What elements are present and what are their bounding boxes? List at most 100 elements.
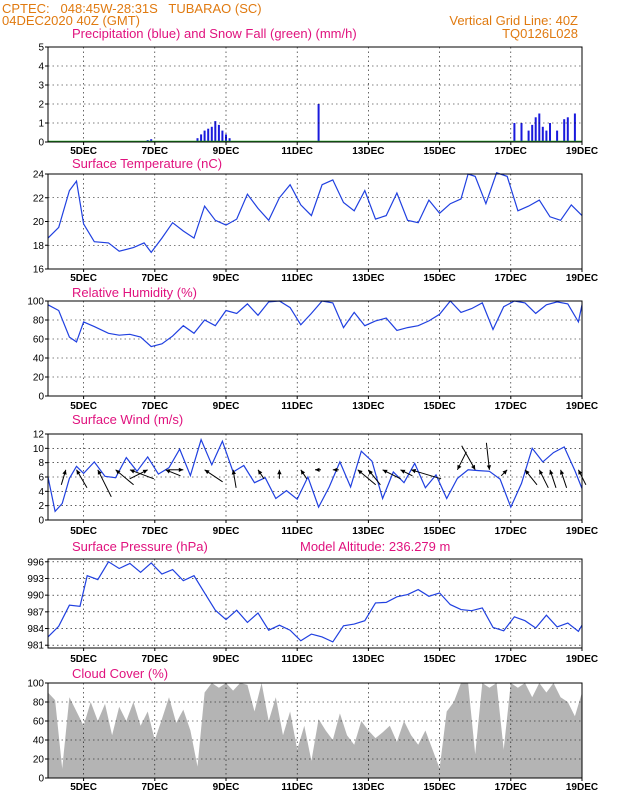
x-tick-label: 15DEC [423,401,455,412]
x-tick-label: 17DEC [495,273,527,284]
x-tick-label: 17DEC [495,401,527,412]
precip-bar [563,119,566,142]
y-tick-label: 20 [33,373,45,384]
x-tick-label: 7DEC [141,401,168,412]
wind-arrow-head [332,467,338,472]
wind-arrow-head [129,469,135,474]
wind-arrow-head [97,469,102,475]
wind-arrow-head [525,469,530,475]
pressure-panel: 981 984 987 990 993 996 5DEC 7DEC 9DEC 11DEC 13DEC… [27,557,598,665]
precip-bar [545,130,548,142]
y-tick-label: 1 [38,119,44,130]
x-tick-label: 15DEC [423,273,455,284]
x-tick-label: 19DEC [566,654,598,665]
x-tick-label: 19DEC [566,146,598,157]
x-tick-label: 19DEC [566,273,598,284]
y-tick-label: 6 [38,473,44,484]
humidity-title: Relative Humidity (%) [72,285,197,300]
wind-arrow-head [231,469,236,475]
y-tick-label: 4 [38,487,44,498]
wind-arrow-head [62,469,67,475]
wind-arrow-head [76,469,81,475]
y-tick-label: 80 [33,316,45,327]
header-model-code: TQ0126L028 [502,26,578,41]
y-tick-label: 987 [27,607,44,618]
y-tick-label: 0 [38,516,44,527]
y-tick-label: 5 [38,43,44,54]
y-tick-label: 2 [38,100,44,111]
wind-arrow-head [368,469,373,475]
y-tick-label: 2 [38,501,44,512]
wind-arrow-head [502,469,508,475]
wind-arrow-head [549,469,554,475]
wind-arrow-head [382,469,388,474]
x-tick-label: 7DEC [141,273,168,284]
cloud-title: Cloud Cover (%) [72,666,168,681]
precip-bar [556,130,559,142]
x-tick-label: 9DEC [213,782,240,793]
x-tick-label: 13DEC [352,526,384,537]
x-tick-label: 5DEC [70,401,97,412]
wind-arrow-head [277,469,282,475]
wind-arrow [461,445,476,471]
wind-arrow [410,469,442,480]
x-tick-label: 5DEC [70,782,97,793]
y-tick-label: 20 [33,755,45,766]
header-run-date: 04DEC2020 40Z (GMT) [2,13,140,28]
x-tick-label: 7DEC [141,526,168,537]
y-tick-label: 40 [33,354,45,365]
wind-arrow-head [578,469,583,475]
precip-bar [527,130,530,142]
precip-panel: 0 1 2 3 4 5 5DEC 7DEC 9DEC 11DEC 13DEC 15DEC 17DEC 19… [38,43,598,158]
x-tick-label: 19DEC [566,401,598,412]
wind-panel: 0 2 4 6 8 10 12 5DEC 7DEC 9DEC 11DEC 13DEC 15DEC 17DE… [33,430,598,538]
y-tick-label: 24 [33,170,45,181]
y-tick-label: 22 [33,193,45,204]
wind-series-line [47,437,583,513]
x-tick-label: 13DEC [352,146,384,157]
wind-arrow-head [165,469,171,474]
y-tick-label: 8 [38,458,44,469]
wind-arrow-head [486,465,492,470]
precip-bar [214,121,217,142]
x-tick-label: 11DEC [281,401,313,412]
humidity-frame [47,300,583,397]
x-tick-label: 15DEC [423,782,455,793]
x-tick-label: 19DEC [566,526,598,537]
precip-bar [207,128,210,142]
y-tick-label: 60 [33,717,45,728]
header: CPTEC: 048:45W-28:31S TUBARAO (SC) 04DEC… [2,1,578,41]
y-tick-label: 20 [33,217,45,228]
x-tick-label: 7DEC [141,654,168,665]
x-tick-label: 15DEC [423,146,455,157]
x-tick-label: 15DEC [423,526,455,537]
precip-bar [531,124,534,142]
x-tick-label: 13DEC [352,273,384,284]
y-tick-label: 0 [38,392,44,403]
x-tick-label: 9DEC [213,654,240,665]
precip-bar [196,138,199,142]
precip-bar [573,113,576,142]
wind-arrow [97,469,112,498]
precip-bar [541,126,544,142]
y-tick-label: 40 [33,736,45,747]
header-grid-note: Vertical Grid Line: 40Z [449,13,578,28]
x-tick-label: 11DEC [281,526,313,537]
precip-bar [513,123,516,142]
wind-arrow-head [411,469,417,474]
wind-arrow-head [457,464,462,470]
precip-bar [538,113,541,142]
precip-bar [534,117,537,142]
cloud-panel: 0 20 40 60 80 100 5DEC 7DEC 9DEC 11DEC 13DEC 15DEC 1… [27,679,598,794]
wind-arrow-head [315,467,320,472]
precip-bar [210,126,213,142]
humidity-series-line [47,300,583,348]
model-altitude-label: Model Altitude: 236.279 m [300,539,450,554]
humidity-panel: 0 20 40 60 80 100 5DEC 7DEC 9DEC 11DEC 13DEC 15DEC 1… [27,297,598,413]
x-tick-label: 9DEC [213,146,240,157]
wind-arrow-head [115,469,121,475]
pressure-frame [47,558,583,649]
x-tick-label: 9DEC [213,401,240,412]
x-tick-label: 11DEC [281,273,313,284]
